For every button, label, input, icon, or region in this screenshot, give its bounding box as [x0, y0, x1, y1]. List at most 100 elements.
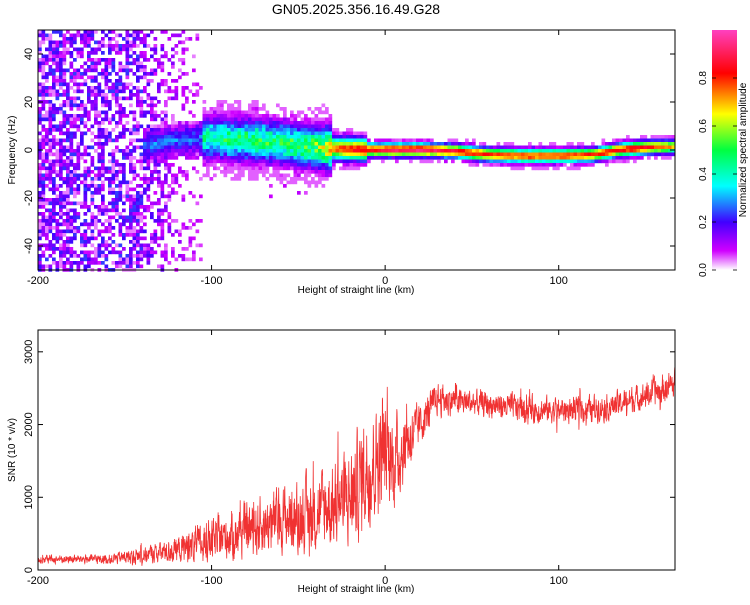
spectrogram-cell: [73, 187, 77, 192]
spectrogram-cell: [125, 152, 130, 157]
spectrogram-cell: [185, 226, 189, 230]
spectrogram-cell: [262, 128, 266, 132]
spectrogram-cell: [405, 138, 410, 143]
spectrogram-cell: [633, 156, 637, 160]
spectrogram-cell: [52, 138, 56, 143]
spectrogram-cell: [272, 173, 277, 178]
spectrogram-cell: [66, 180, 70, 185]
spectrogram-cell: [615, 159, 620, 164]
spectrogram-cell: [62, 201, 67, 206]
spectrogram-cell: [209, 114, 214, 118]
spectrogram-cell: [45, 37, 49, 41]
spectrogram-cell: [356, 166, 361, 171]
spectrogram-cell: [293, 135, 298, 139]
spectrogram-cell: [325, 124, 329, 129]
spectrogram-cell: [83, 240, 88, 244]
spectrogram-cell: [111, 261, 116, 265]
spectrogram-cell: [111, 187, 116, 192]
spectrogram-cell: [402, 152, 406, 157]
spectrogram-cell: [227, 152, 231, 157]
spectrogram-cell: [633, 152, 637, 157]
spectrogram-cell: [83, 177, 88, 181]
spectrogram-cell: [174, 33, 179, 38]
spectrogram-cell: [38, 166, 42, 171]
spectrogram-cell: [465, 149, 469, 153]
spectrogram-cell: [304, 163, 308, 167]
spectrogram-cell: [181, 131, 186, 136]
spectrogram-cell: [73, 117, 77, 122]
spectrogram-cell: [216, 152, 221, 157]
spectrogram-cell: [41, 61, 46, 66]
spectrogram-cell: [489, 149, 494, 153]
spectrogram-cell: [181, 58, 186, 62]
spectrogram-cell: [87, 117, 91, 122]
spectrogram-cell: [587, 159, 592, 164]
spectrogram-cell: [48, 152, 53, 157]
spectrogram-cell: [556, 149, 560, 153]
spectrogram-cell: [153, 96, 158, 101]
spectrogram-cell: [90, 75, 95, 80]
spectrogram-cell: [76, 166, 81, 171]
spectrogram-cell: [346, 142, 350, 146]
spectrogram-cell: [286, 121, 291, 125]
spectrogram-cell: [69, 44, 74, 48]
spectrogram-cell: [356, 131, 361, 136]
spectrogram-cell: [374, 156, 378, 160]
spectrogram-cell: [55, 61, 60, 66]
spectrogram-cell: [83, 229, 88, 234]
spectrogram-cell: [97, 177, 102, 181]
spectrogram-cell: [153, 58, 158, 62]
spectrogram-cell: [241, 166, 245, 171]
spectrogram-cell: [325, 166, 329, 171]
spectrogram-cell: [52, 163, 56, 167]
spectrogram-cell: [38, 93, 42, 97]
spectrogram-cell: [321, 128, 326, 132]
spectrogram-cell: [52, 191, 56, 195]
spectrogram-cell: [97, 58, 102, 62]
spectrogram-cell: [66, 100, 70, 104]
spectrogram-cell: [136, 215, 140, 220]
spectrogram-cell: [181, 89, 186, 94]
spectrogram-cell: [174, 149, 179, 153]
spectrogram-cell: [167, 170, 172, 174]
spectrogram-cell: [178, 149, 182, 153]
spectrogram-cell: [41, 93, 46, 97]
spectrogram-cell: [66, 243, 70, 248]
spectrogram-cell: [612, 152, 616, 157]
spectrogram-cell: [76, 124, 81, 129]
spectrogram-cell: [311, 145, 315, 150]
spectrogram-cell: [41, 191, 46, 195]
spectrogram-cell: [118, 222, 123, 227]
spectrogram-cell: [48, 138, 53, 143]
spectrogram-cell: [433, 145, 438, 150]
spectrogram-cell: [83, 219, 88, 223]
spectrogram-cell: [573, 152, 578, 157]
spectrogram-cell: [45, 100, 49, 104]
spectrogram-cell: [38, 243, 42, 248]
spectrogram-cell: [262, 166, 266, 171]
spectrogram-cell: [125, 121, 130, 125]
spectrogram-cell: [143, 247, 147, 251]
spectrogram-cell: [125, 145, 130, 150]
spectrogram-cell: [279, 149, 284, 153]
spectrogram-cell: [108, 166, 112, 171]
spectrogram-cell: [52, 86, 56, 90]
spectrogram-cell: [307, 149, 312, 153]
spectrogram-cell: [38, 201, 42, 206]
spectrogram-cell: [143, 208, 147, 213]
spectrogram-cell: [52, 215, 56, 220]
spectrogram-cell: [76, 177, 81, 181]
spectrogram-cell: [500, 152, 504, 157]
spectrogram-cell: [311, 110, 315, 115]
spectrogram-cell: [132, 58, 137, 62]
spectrogram-cell: [314, 142, 319, 146]
spectrogram-cell: [125, 51, 130, 55]
spectrogram-cell: [143, 187, 147, 192]
spectrogram-cell: [157, 152, 161, 157]
spectrogram-cell: [181, 254, 186, 258]
spectrogram-cell: [150, 47, 154, 52]
spectrogram-cell: [461, 149, 466, 153]
spectrogram-cell: [115, 89, 119, 94]
spectrogram-cell: [73, 72, 77, 76]
spectrogram-cell: [286, 180, 291, 185]
